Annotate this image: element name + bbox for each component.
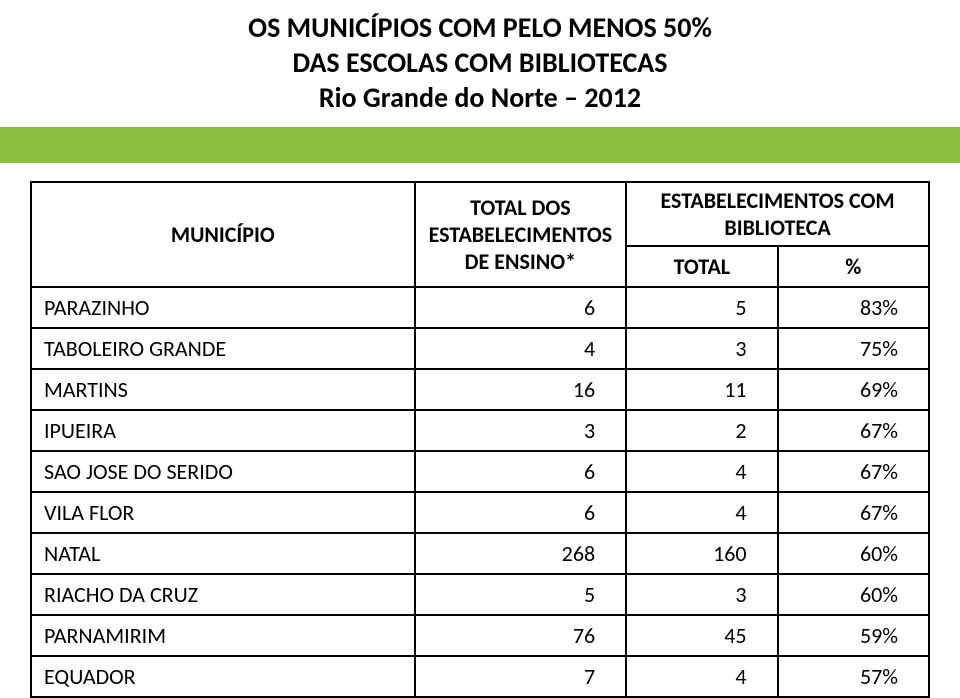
cell-pct: 83% [778, 287, 929, 328]
cell-municipio: RIACHO DA CRUZ [31, 574, 415, 615]
municipios-table: MUNICÍPIO TOTAL DOS ESTABELECIMENTOS DE … [30, 181, 930, 698]
title-line-2: DAS ESCOLAS COM BIBLIOTECAS [0, 45, 960, 80]
cell-pct: 75% [778, 328, 929, 369]
cell-com-bib: 3 [626, 328, 777, 369]
header-municipio: MUNICÍPIO [31, 182, 415, 287]
cell-pct: 69% [778, 369, 929, 410]
cell-total: 6 [415, 287, 627, 328]
table-row: NATAL26816060% [31, 533, 929, 574]
cell-municipio: TABOLEIRO GRANDE [31, 328, 415, 369]
table-body: PARAZINHO6583%TABOLEIRO GRANDE4375%MARTI… [31, 287, 929, 697]
cell-com-bib: 5 [626, 287, 777, 328]
cell-municipio: VILA FLOR [31, 492, 415, 533]
cell-com-bib: 4 [626, 451, 777, 492]
cell-total: 6 [415, 451, 627, 492]
cell-total: 6 [415, 492, 627, 533]
cell-total: 268 [415, 533, 627, 574]
cell-total: 5 [415, 574, 627, 615]
table-row: PARNAMIRIM764559% [31, 615, 929, 656]
cell-municipio: PARAZINHO [31, 287, 415, 328]
header-total-estab: TOTAL DOS ESTABELECIMENTOS DE ENSINO* [415, 182, 627, 287]
table-row: RIACHO DA CRUZ5360% [31, 574, 929, 615]
table-row: VILA FLOR6467% [31, 492, 929, 533]
cell-pct: 67% [778, 492, 929, 533]
cell-com-bib: 2 [626, 410, 777, 451]
cell-com-bib: 4 [626, 492, 777, 533]
cell-pct: 67% [778, 451, 929, 492]
cell-municipio: EQUADOR [31, 656, 415, 697]
cell-pct: 57% [778, 656, 929, 697]
cell-total: 7 [415, 656, 627, 697]
title-line-1: OS MUNICÍPIOS COM PELO MENOS 50% [0, 10, 960, 45]
slide-title-block: OS MUNICÍPIOS COM PELO MENOS 50% DAS ESC… [0, 0, 960, 115]
cell-total: 4 [415, 328, 627, 369]
cell-pct: 60% [778, 574, 929, 615]
table-row: EQUADOR7457% [31, 656, 929, 697]
table-header: MUNICÍPIO TOTAL DOS ESTABELECIMENTOS DE … [31, 182, 929, 287]
green-band [0, 127, 960, 163]
table-row: TABOLEIRO GRANDE4375% [31, 328, 929, 369]
cell-com-bib: 160 [626, 533, 777, 574]
table-row: MARTINS161169% [31, 369, 929, 410]
cell-municipio: SAO JOSE DO SERIDO [31, 451, 415, 492]
table-row: SAO JOSE DO SERIDO6467% [31, 451, 929, 492]
cell-pct: 59% [778, 615, 929, 656]
table-header-row-1: MUNICÍPIO TOTAL DOS ESTABELECIMENTOS DE … [31, 182, 929, 246]
cell-pct: 60% [778, 533, 929, 574]
header-sub-pct: % [778, 246, 929, 287]
cell-com-bib: 11 [626, 369, 777, 410]
header-sub-total: TOTAL [626, 246, 777, 287]
cell-pct: 67% [778, 410, 929, 451]
cell-municipio: PARNAMIRIM [31, 615, 415, 656]
table-row: PARAZINHO6583% [31, 287, 929, 328]
cell-municipio: IPUEIRA [31, 410, 415, 451]
cell-total: 16 [415, 369, 627, 410]
title-line-3: Rio Grande do Norte – 2012 [0, 80, 960, 115]
cell-municipio: MARTINS [31, 369, 415, 410]
cell-com-bib: 3 [626, 574, 777, 615]
cell-com-bib: 4 [626, 656, 777, 697]
cell-total: 3 [415, 410, 627, 451]
cell-total: 76 [415, 615, 627, 656]
header-estab-com-bib: ESTABELECIMENTOS COM BIBLIOTECA [626, 182, 929, 246]
table-row: IPUEIRA3267% [31, 410, 929, 451]
cell-municipio: NATAL [31, 533, 415, 574]
cell-com-bib: 45 [626, 615, 777, 656]
